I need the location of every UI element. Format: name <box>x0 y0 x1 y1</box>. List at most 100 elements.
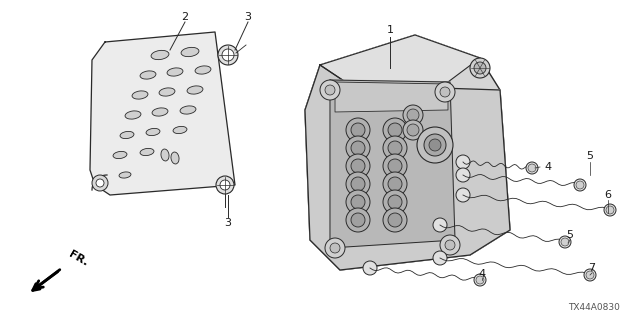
Circle shape <box>456 155 470 169</box>
Circle shape <box>351 177 365 191</box>
Circle shape <box>346 172 370 196</box>
Circle shape <box>403 105 423 125</box>
Circle shape <box>440 235 460 255</box>
Ellipse shape <box>140 148 154 156</box>
Polygon shape <box>330 80 455 248</box>
Text: 5: 5 <box>566 230 573 240</box>
Circle shape <box>383 208 407 232</box>
Circle shape <box>351 123 365 137</box>
Circle shape <box>470 58 490 78</box>
Circle shape <box>424 134 446 156</box>
Circle shape <box>456 168 470 182</box>
Ellipse shape <box>125 111 141 119</box>
Text: 7: 7 <box>588 263 596 273</box>
Text: TX44A0830: TX44A0830 <box>568 303 620 312</box>
Circle shape <box>346 190 370 214</box>
Ellipse shape <box>187 86 203 94</box>
Ellipse shape <box>152 108 168 116</box>
Circle shape <box>440 87 450 97</box>
Circle shape <box>474 274 486 286</box>
Circle shape <box>576 181 584 189</box>
Text: 6: 6 <box>605 190 611 200</box>
Ellipse shape <box>180 106 196 114</box>
Circle shape <box>388 195 402 209</box>
Circle shape <box>351 159 365 173</box>
Circle shape <box>351 141 365 155</box>
Circle shape <box>383 190 407 214</box>
Circle shape <box>383 154 407 178</box>
Circle shape <box>429 139 441 151</box>
Ellipse shape <box>195 66 211 74</box>
Polygon shape <box>305 35 510 270</box>
Circle shape <box>586 271 594 279</box>
Circle shape <box>383 118 407 142</box>
Ellipse shape <box>161 149 169 161</box>
Circle shape <box>559 236 571 248</box>
Circle shape <box>96 179 104 187</box>
Ellipse shape <box>140 71 156 79</box>
Polygon shape <box>305 65 510 270</box>
Circle shape <box>220 180 230 190</box>
Circle shape <box>403 120 423 140</box>
Circle shape <box>407 124 419 136</box>
Circle shape <box>218 45 238 65</box>
Circle shape <box>388 141 402 155</box>
Circle shape <box>388 123 402 137</box>
Ellipse shape <box>181 47 199 57</box>
Circle shape <box>216 176 234 194</box>
Circle shape <box>561 238 569 246</box>
Circle shape <box>320 80 340 100</box>
Circle shape <box>407 109 419 121</box>
Polygon shape <box>335 82 448 112</box>
Text: 4: 4 <box>479 269 486 279</box>
Circle shape <box>325 238 345 258</box>
Circle shape <box>435 82 455 102</box>
Text: 5: 5 <box>586 151 593 161</box>
Circle shape <box>604 204 616 216</box>
Circle shape <box>433 251 447 265</box>
Ellipse shape <box>132 91 148 99</box>
Circle shape <box>433 218 447 232</box>
Text: 3: 3 <box>244 12 252 22</box>
Circle shape <box>417 127 453 163</box>
Circle shape <box>606 206 614 214</box>
Circle shape <box>476 276 484 284</box>
Ellipse shape <box>171 152 179 164</box>
Ellipse shape <box>113 151 127 159</box>
Circle shape <box>528 164 536 172</box>
Ellipse shape <box>151 50 169 60</box>
Ellipse shape <box>146 128 160 136</box>
Circle shape <box>346 154 370 178</box>
Circle shape <box>346 208 370 232</box>
Circle shape <box>383 172 407 196</box>
Text: 3: 3 <box>225 218 232 228</box>
Circle shape <box>383 136 407 160</box>
Text: 1: 1 <box>387 25 394 35</box>
Circle shape <box>456 188 470 202</box>
Polygon shape <box>90 32 235 195</box>
Circle shape <box>351 213 365 227</box>
Circle shape <box>346 118 370 142</box>
Circle shape <box>346 136 370 160</box>
Circle shape <box>325 85 335 95</box>
Ellipse shape <box>120 132 134 139</box>
Circle shape <box>526 162 538 174</box>
Circle shape <box>222 49 234 61</box>
Polygon shape <box>320 35 480 88</box>
Circle shape <box>388 159 402 173</box>
Circle shape <box>351 195 365 209</box>
Circle shape <box>445 240 455 250</box>
Circle shape <box>388 177 402 191</box>
Text: 4: 4 <box>545 162 552 172</box>
Text: 2: 2 <box>181 12 189 22</box>
Ellipse shape <box>167 68 183 76</box>
Circle shape <box>363 261 377 275</box>
Ellipse shape <box>119 172 131 178</box>
Circle shape <box>92 175 108 191</box>
Text: FR.: FR. <box>67 249 90 268</box>
Circle shape <box>584 269 596 281</box>
Circle shape <box>388 213 402 227</box>
Circle shape <box>330 243 340 253</box>
Ellipse shape <box>159 88 175 96</box>
Circle shape <box>474 62 486 74</box>
